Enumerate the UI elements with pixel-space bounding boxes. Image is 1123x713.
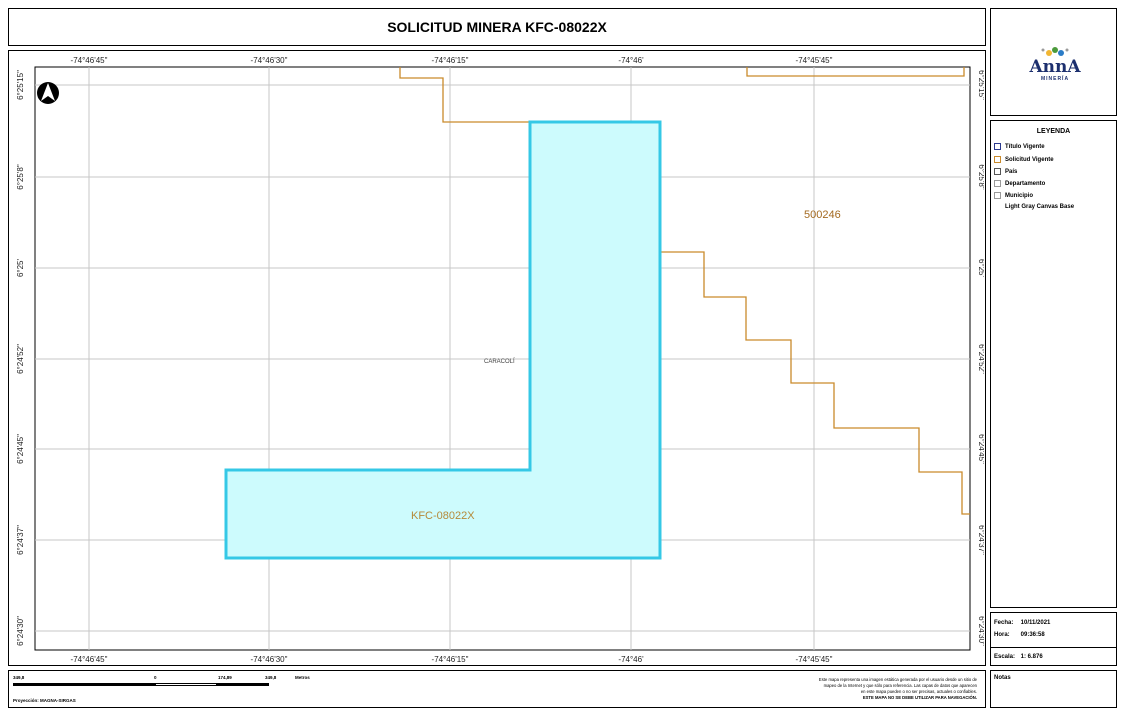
logo-panel: AnnA MINERÍA (990, 8, 1117, 116)
legend-item: Título Vigente (994, 143, 1045, 150)
hora-row: Hora: 09:36:58 (994, 632, 1045, 638)
latitude-label-left: 6°24'45" (16, 434, 25, 464)
neighbor-boundary-top-right (746, 67, 965, 77)
graticule: -74°46'45" -74°46'45" -74°46'30" -74°46'30"… (16, 56, 984, 664)
projection-label: Proyección: MAGNA-SIRGAS (13, 698, 76, 703)
north-arrow-icon (37, 82, 59, 104)
latitude-label-left: 6°25' (16, 258, 25, 277)
longitude-label-bottom: -74°45'45" (796, 655, 833, 664)
logo-text: AnnA (1029, 57, 1081, 77)
scale-segment-3 (217, 683, 269, 686)
longitude-label-bottom: -74°46'15" (432, 655, 469, 664)
latitude-label-right: 6°24'30" (977, 616, 984, 646)
disclaimer-line: mapeo de la Internet y que sólo para ref… (823, 683, 977, 688)
legend-swatch (994, 180, 1001, 187)
footer-panel: 349,8 0 174,89 349,8 Metros Proyección: … (8, 670, 986, 708)
map-canvas[interactable]: -74°46'45" -74°46'45" -74°46'30" -74°46'30"… (9, 51, 984, 664)
longitude-label-bottom: -74°46'45" (71, 655, 108, 664)
scale-segment-1 (13, 683, 155, 686)
disclaimer-line: Este mapa representa una imagen estática… (818, 677, 977, 682)
logo-subtext: MINERÍA (1040, 76, 1070, 82)
longitude-label-top: -74°46'45" (71, 56, 108, 65)
escala-value: 1: 6.876 (1020, 654, 1043, 660)
longitude-label-top: -74°45'45" (796, 56, 833, 65)
info-divider (991, 647, 1116, 648)
legend-item: Light Gray Canvas Base (994, 204, 1074, 210)
anna-logo: AnnA MINERÍA (1025, 45, 1085, 85)
latitude-label-left: 6°25'8" (16, 164, 25, 190)
longitude-label-top: -74°46'15" (432, 56, 469, 65)
scale-zero-label: 0 (154, 675, 157, 680)
scale-bar: 349,8 0 174,89 349,8 Metros (13, 675, 333, 695)
parcel-label: KFC-08022X (411, 510, 475, 522)
map-frame: -74°46'45" -74°46'45" -74°46'30" -74°46'30"… (8, 50, 986, 666)
place-label-caracoli: CARACOLÍ (484, 358, 515, 365)
scale-mid-label: 174,89 (218, 675, 232, 680)
legend-swatch (994, 192, 1001, 199)
legend-item: País (994, 168, 1017, 175)
legend-item-label: País (1005, 168, 1018, 175)
disclaimer-line: en este mapa pueden o no ser precisas, a… (860, 689, 977, 694)
logo-emblem-icon (1041, 47, 1069, 56)
longitude-label-bottom: -74°46'30" (251, 655, 288, 664)
latitude-label-right: 6°24'37" (977, 525, 984, 555)
title-bar: SOLICITUD MINERA KFC-08022X (8, 8, 986, 46)
latitude-label-left: 6°24'52" (16, 344, 25, 374)
scale-right-label: 349,8 (265, 675, 277, 680)
latitude-label-left: 6°24'30" (16, 616, 25, 646)
neighbor-label: 500246 (804, 209, 841, 221)
latitude-label-left: 6°24'37" (16, 525, 25, 555)
latitude-label-right: 6°25' (977, 259, 984, 278)
escala-row: Escala: 1: 6.876 (994, 654, 1043, 660)
neighbor-boundary-top-left (399, 67, 530, 123)
latitude-label-right: 6°25'8" (977, 164, 984, 190)
scale-segment-2 (155, 683, 217, 686)
legend-item: Solicitud Vigente (994, 156, 1054, 163)
fecha-row: Fecha: 10/11/2021 (994, 620, 1050, 626)
escala-label: Escala: (994, 654, 1016, 660)
legend-panel: LEYENDA Título Vigente Solicitud Vigente P… (990, 120, 1117, 608)
latitude-label-right: 6°24'52" (977, 344, 984, 374)
parcel-kfc-08022x[interactable] (224, 120, 662, 560)
legend-item-label: Light Gray Canvas Base (1005, 204, 1075, 210)
legend-item: Municipio (994, 192, 1033, 199)
scale-left-label: 349,8 (13, 675, 25, 680)
disclaimer: Este mapa representa una imagen estática… (747, 677, 977, 701)
info-panel: Fecha: 10/11/2021 Hora: 09:36:58 Escala:… (990, 612, 1117, 666)
legend-item-label: Departamento (1005, 180, 1046, 187)
latitude-label-left: 6°25'15" (16, 70, 25, 100)
legend-item-label: Municipio (1005, 192, 1033, 199)
legend-swatch (994, 143, 1001, 150)
legend-title: LEYENDA (1036, 128, 1071, 135)
latitude-label-right: 6°24'45" (977, 434, 984, 464)
fecha-label: Fecha: (994, 620, 1014, 626)
latitude-label-right: 6°25'15" (977, 70, 984, 100)
map-title: SOLICITUD MINERA KFC-08022X (387, 19, 607, 35)
legend-swatch (994, 168, 1001, 175)
notes-panel: Notas (990, 670, 1117, 708)
legend-item-label: Título Vigente (1005, 143, 1045, 150)
fecha-value: 10/11/2021 (1020, 620, 1051, 626)
longitude-label-top: -74°46'30" (251, 56, 288, 65)
hora-value: 09:36:58 (1020, 632, 1045, 638)
legend-item: Departamento (994, 180, 1045, 187)
longitude-label-top: -74°46' (618, 56, 644, 65)
legend-swatch (994, 156, 1001, 163)
notes-label: Notas (994, 675, 1011, 681)
longitude-label-bottom: -74°46' (618, 655, 644, 664)
legend-item-label: Solicitud Vigente (1005, 156, 1054, 163)
disclaimer-line: ESTE MAPA NO SE DEBE UTILIZAR PARA NAVEG… (862, 695, 977, 700)
neighbor-boundary-steps (660, 251, 970, 515)
scale-unit-label: Metros (295, 675, 310, 680)
hora-label: Hora: (994, 632, 1010, 638)
